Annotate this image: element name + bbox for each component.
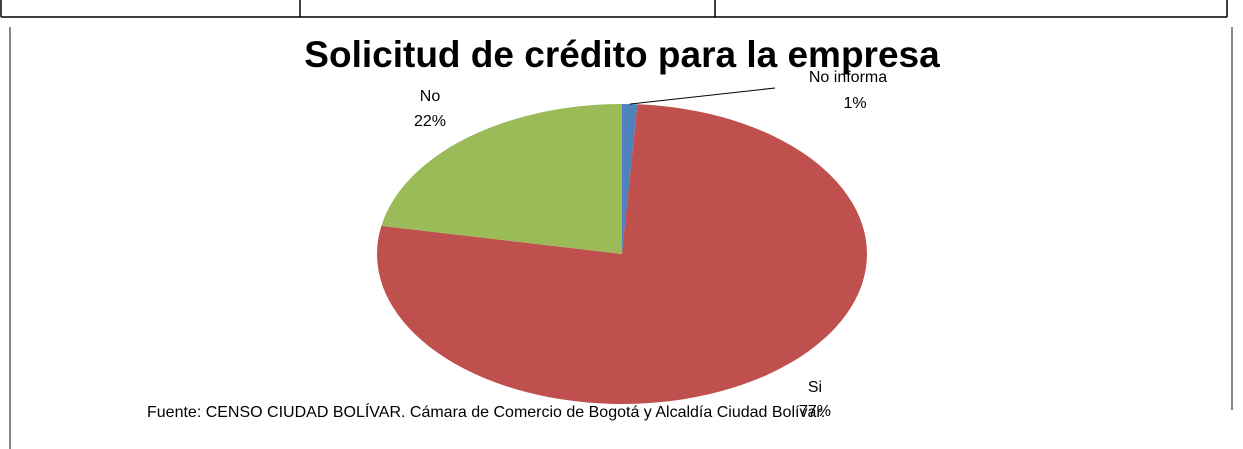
pie-slice bbox=[622, 104, 638, 254]
slice-label: No informa bbox=[809, 69, 887, 86]
slice-label: Si bbox=[808, 379, 822, 396]
chart-frame bbox=[9, 27, 1233, 449]
slice-value-label: 22% bbox=[414, 113, 446, 130]
slice-label: No bbox=[420, 88, 441, 105]
slice-value-label: 1% bbox=[843, 95, 866, 112]
pie-slice bbox=[381, 104, 622, 254]
source-note: Fuente: CENSO CIUDAD BOLÍVAR. Cámara de … bbox=[147, 404, 826, 421]
slice-value-label: 77% bbox=[799, 403, 831, 420]
table-frame bbox=[0, 0, 1228, 18]
leader-line bbox=[629, 87, 776, 105]
pie-slice bbox=[377, 104, 868, 404]
chart-title: Solicitud de crédito para la empresa bbox=[304, 34, 940, 75]
